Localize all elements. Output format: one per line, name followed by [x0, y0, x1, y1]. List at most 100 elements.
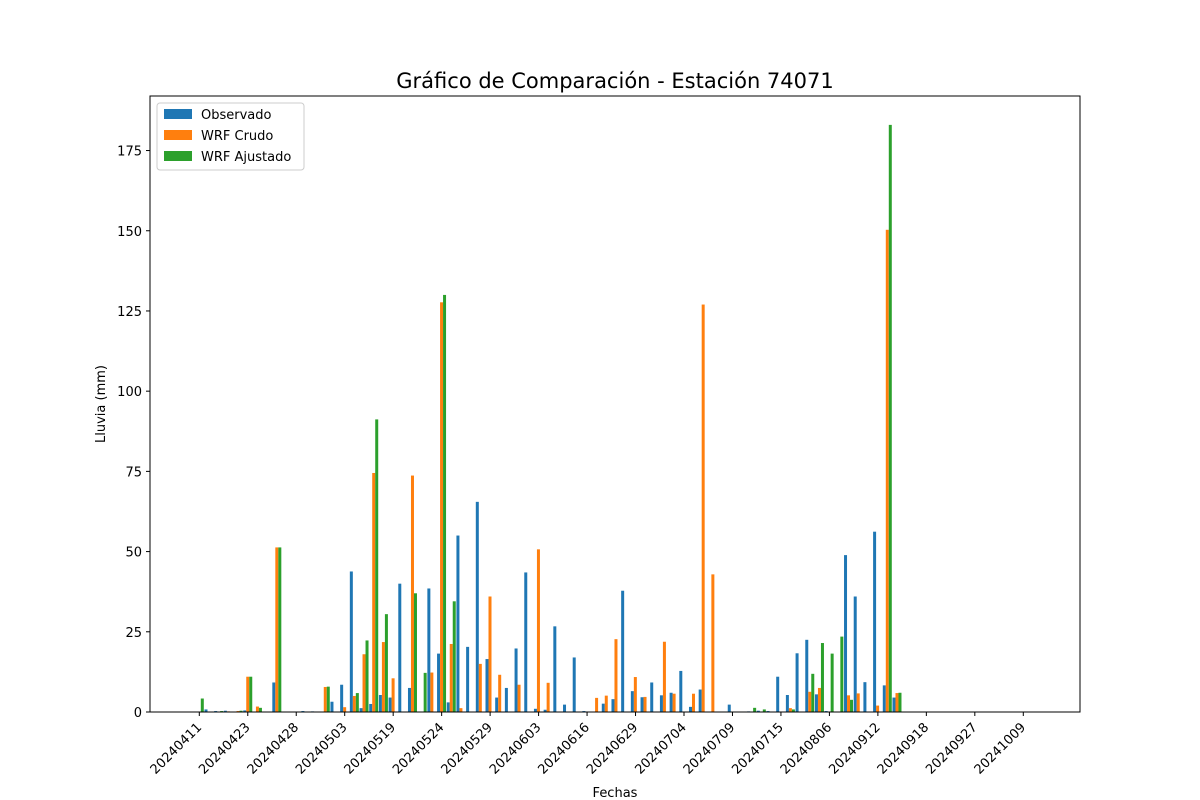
bar-wrf-ajustado [443, 294, 447, 712]
legend-swatch [164, 130, 192, 140]
bar-observado [853, 596, 857, 712]
bar-observado [456, 535, 460, 712]
bar-wrf-crudo [672, 693, 676, 712]
legend-box [156, 102, 305, 171]
bar-wrf-crudo [488, 596, 492, 712]
y-tick-label: 100 [117, 385, 142, 400]
bar-wrf-crudo [691, 693, 695, 712]
bar-wrf-ajustado [423, 672, 427, 712]
bar-observado [611, 699, 615, 712]
bar-wrf-ajustado [258, 707, 262, 712]
bar-observado [650, 682, 654, 712]
bar-observado [427, 588, 431, 712]
bar-wrf-crudo [808, 691, 812, 712]
bar-wrf-ajustado [753, 707, 757, 712]
bar-wrf-crudo [449, 643, 453, 712]
bar-wrf-crudo [440, 302, 444, 712]
bar-wrf-ajustado [850, 699, 854, 712]
bar-observado [359, 708, 363, 712]
x-tick-label: 20240629 [584, 720, 641, 777]
bar-observado [756, 710, 760, 712]
bar-wrf-crudo [701, 304, 705, 712]
legend-label: WRF Ajustado [201, 150, 291, 165]
bar-wrf-ajustado [365, 640, 369, 712]
bar-wrf-crudo [662, 641, 666, 712]
bar-observado [524, 572, 528, 712]
bar-observado [204, 709, 208, 712]
bar-wrf-crudo [595, 697, 599, 712]
y-tick-label: 175 [117, 145, 142, 160]
bar-wrf-ajustado [830, 653, 834, 712]
bar-observado [466, 646, 470, 712]
bar-wrf-crudo [536, 549, 540, 712]
bar-observado [223, 710, 227, 712]
bar-observado [504, 687, 508, 712]
bar-wrf-crudo [343, 707, 347, 712]
bar-wrf-crudo [323, 686, 327, 712]
bar-wrf-crudo [633, 677, 637, 712]
x-tick-label: 20240715 [729, 720, 786, 777]
bar-observado [621, 590, 625, 712]
bar-observado [340, 684, 344, 712]
x-tick-label: 20240927 [923, 720, 980, 777]
bar-wrf-crudo [876, 705, 880, 712]
bar-observado [805, 639, 809, 712]
y-tick-label: 50 [125, 546, 142, 561]
bar-wrf-ajustado [762, 709, 766, 712]
bar-wrf-ajustado [249, 676, 253, 712]
bar-observado [844, 555, 848, 712]
x-tick-label: 20241009 [972, 720, 1029, 777]
chart-title: Gráfico de Comparación - Estación 74071 [396, 69, 833, 93]
bar-wrf-crudo [847, 695, 851, 712]
bar-observado [378, 695, 382, 712]
bar-wrf-ajustado [375, 419, 379, 712]
bar-observado [669, 692, 673, 712]
legend-swatch [164, 109, 192, 119]
bar-wrf-ajustado [326, 686, 330, 712]
bar-wrf-crudo [478, 663, 482, 713]
bar-group [200, 124, 902, 713]
bar-observado [892, 697, 896, 712]
bar-wrf-ajustado [452, 601, 456, 712]
bar-wrf-ajustado [820, 643, 824, 712]
bar-observado [795, 653, 799, 712]
bar-wrf-ajustado [200, 698, 204, 712]
bar-observado [630, 691, 634, 712]
bar-wrf-crudo [391, 678, 395, 712]
bar-wrf-ajustado [811, 673, 815, 712]
x-axis-label: Fechas [593, 786, 638, 800]
x-axis: 2024041120240423202404282024050320240519… [148, 712, 1029, 778]
bar-observado [601, 703, 605, 712]
bar-observado [446, 702, 450, 713]
legend: Observado WRF Crudo WRF Ajustado [156, 102, 305, 171]
bar-wrf-crudo [410, 475, 414, 712]
bar-observado [349, 571, 353, 712]
y-tick-label: 25 [125, 626, 142, 641]
bar-observado [863, 682, 867, 712]
bar-wrf-crudo [372, 472, 376, 712]
x-tick-label: 20240709 [681, 720, 738, 777]
bar-observado [785, 695, 789, 712]
bar-observado [514, 648, 518, 712]
bar-wrf-crudo [895, 693, 899, 712]
bar-observado [882, 685, 886, 712]
y-axis-label: Lluvia (mm) [94, 365, 109, 443]
bar-observado [563, 704, 567, 712]
bar-wrf-crudo [459, 708, 463, 712]
bar-wrf-ajustado [413, 593, 417, 712]
x-tick-label: 20240616 [535, 720, 592, 777]
bar-wrf-ajustado [239, 710, 243, 712]
bar-wrf-crudo [817, 687, 821, 712]
bar-wrf-crudo [711, 574, 715, 712]
bar-wrf-ajustado [791, 709, 795, 712]
bar-wrf-crudo [498, 674, 502, 712]
x-tick-label: 20240704 [632, 720, 689, 777]
bar-observado [495, 697, 499, 712]
bar-wrf-crudo [614, 639, 618, 712]
plot-frame [149, 95, 1081, 713]
y-axis: 0 25 50 75 100 125 150 175 [117, 145, 150, 721]
bar-wrf-crudo [381, 642, 385, 712]
legend-swatch [164, 151, 192, 161]
bar-wrf-crudo [604, 695, 608, 712]
